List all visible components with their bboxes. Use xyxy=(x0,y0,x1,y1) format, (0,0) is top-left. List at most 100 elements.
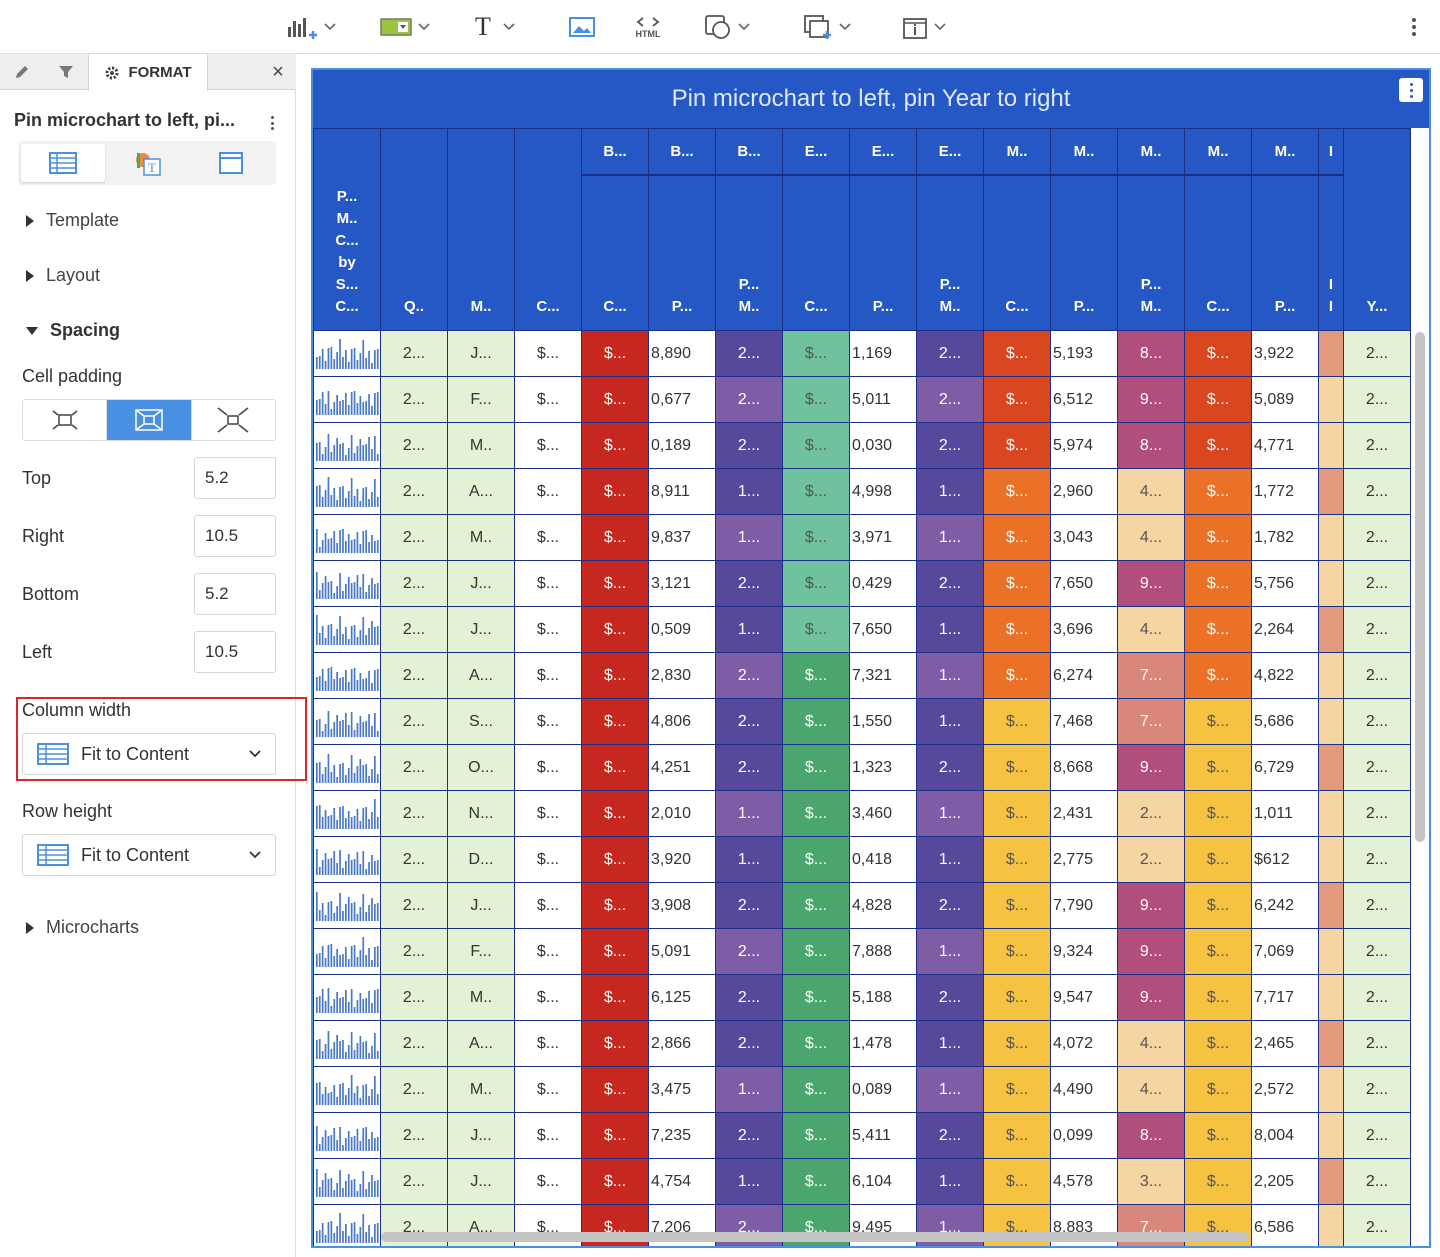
column-header[interactable]: P... xyxy=(1050,174,1118,331)
cell-b1[interactable]: $... xyxy=(581,1112,649,1159)
cell-b2[interactable]: 3,920 xyxy=(648,836,716,883)
cell-e3[interactable]: 1... xyxy=(916,836,984,883)
cell-q[interactable]: 2... xyxy=(380,560,448,607)
cell-m5[interactable]: 2,465 xyxy=(1251,1020,1319,1067)
cell-m2[interactable]: 3,696 xyxy=(1050,606,1118,653)
cell-b3[interactable]: 2... xyxy=(715,1020,783,1067)
horizontal-scrollbar[interactable] xyxy=(381,1232,1249,1242)
cell-m1[interactable]: $... xyxy=(983,1020,1051,1067)
cell-b2[interactable]: 3,475 xyxy=(648,1066,716,1113)
cell-m4[interactable]: $... xyxy=(1184,330,1252,377)
table-row[interactable]: 2... J... $... $... 3,908 2... $... 4,828 2... $.… xyxy=(313,882,1411,929)
cell-c[interactable]: $... xyxy=(514,882,582,929)
microchart-cell[interactable] xyxy=(313,1158,381,1205)
cell-c[interactable]: $... xyxy=(514,974,582,1021)
cell-m5[interactable]: 2,205 xyxy=(1251,1158,1319,1205)
cell-m5[interactable]: 6,242 xyxy=(1251,882,1319,929)
cell-e1[interactable]: $... xyxy=(782,514,850,561)
cell-b3[interactable]: 2... xyxy=(715,376,783,423)
cell-b2[interactable]: 4,251 xyxy=(648,744,716,791)
cell-b1[interactable]: $... xyxy=(581,836,649,883)
cell-m5[interactable]: 8,004 xyxy=(1251,1112,1319,1159)
cell-b3[interactable]: 2... xyxy=(715,882,783,929)
table-row[interactable]: 2... M.. $... $... 9,837 1... $... 3,971 1... $..… xyxy=(313,514,1411,561)
metric-group-header[interactable]: E... xyxy=(916,128,984,176)
metric-group-header[interactable]: B... xyxy=(715,128,783,176)
cell-m4[interactable]: $... xyxy=(1184,1158,1252,1205)
cell-m5[interactable]: 5,089 xyxy=(1251,376,1319,423)
cell-e2[interactable]: 3,971 xyxy=(849,514,917,561)
cell-m4[interactable]: $... xyxy=(1184,468,1252,515)
cell-m5[interactable]: 4,822 xyxy=(1251,652,1319,699)
cell-e2[interactable]: 7,650 xyxy=(849,606,917,653)
cell-b1[interactable]: $... xyxy=(581,560,649,607)
padding-small-button[interactable] xyxy=(23,400,108,440)
cell-b1[interactable]: $... xyxy=(581,422,649,469)
metric-group-header[interactable]: E... xyxy=(849,128,917,176)
cell-m5[interactable]: 1,772 xyxy=(1251,468,1319,515)
cell-b2[interactable]: 7,235 xyxy=(648,1112,716,1159)
cell-b2[interactable]: 0,677 xyxy=(648,376,716,423)
microchart-cell[interactable] xyxy=(313,836,381,883)
cell-b3[interactable]: 2... xyxy=(715,422,783,469)
section-layout[interactable]: Layout xyxy=(26,265,100,286)
cell-e2[interactable]: 6,104 xyxy=(849,1158,917,1205)
cell-m[interactable]: F... xyxy=(447,376,515,423)
cell-m[interactable]: J... xyxy=(447,330,515,377)
table-row[interactable]: 2... M.. $... $... 3,475 1... $... 0,089 1... $..… xyxy=(313,1066,1411,1113)
cell-e3[interactable]: 2... xyxy=(916,882,984,929)
cell-m2[interactable]: 3,043 xyxy=(1050,514,1118,561)
table-row[interactable]: 2... D... $... $... 3,920 1... $... 0,418 1... $.… xyxy=(313,836,1411,883)
format-text-button[interactable]: T xyxy=(105,144,189,182)
cell-m2[interactable]: 9,324 xyxy=(1050,928,1118,975)
cell-year[interactable]: 2... xyxy=(1343,928,1411,975)
column-width-dropdown[interactable]: Fit to Content xyxy=(22,733,276,775)
cell-m1[interactable]: $... xyxy=(983,514,1051,561)
cell-m1[interactable]: $... xyxy=(983,422,1051,469)
cell-b1[interactable]: $... xyxy=(581,652,649,699)
cell-e3[interactable]: 1... xyxy=(916,514,984,561)
microchart-cell[interactable] xyxy=(313,928,381,975)
cell-truncated[interactable] xyxy=(1318,974,1344,1021)
cell-c[interactable]: $... xyxy=(514,698,582,745)
cell-e2[interactable]: 1,550 xyxy=(849,698,917,745)
cell-m5[interactable]: 6,586 xyxy=(1251,1204,1319,1246)
cell-m2[interactable]: 4,490 xyxy=(1050,1066,1118,1113)
metric-group-header[interactable]: B... xyxy=(648,128,716,176)
cell-e2[interactable]: 4,998 xyxy=(849,468,917,515)
cell-e1[interactable]: $... xyxy=(782,422,850,469)
cell-b1[interactable]: $... xyxy=(581,1020,649,1067)
microchart-cell[interactable] xyxy=(313,790,381,837)
cell-m5[interactable]: 7,069 xyxy=(1251,928,1319,975)
cell-e3[interactable]: 2... xyxy=(916,330,984,377)
cell-q[interactable]: 2... xyxy=(380,376,448,423)
metric-group-header[interactable]: M.. xyxy=(1117,128,1185,176)
cell-m2[interactable]: 5,193 xyxy=(1050,330,1118,377)
cell-b3[interactable]: 1... xyxy=(715,468,783,515)
filter-widget-button[interactable] xyxy=(380,10,430,44)
cell-q[interactable]: 2... xyxy=(380,1158,448,1205)
cell-e3[interactable]: 1... xyxy=(916,606,984,653)
cell-c[interactable]: $... xyxy=(514,1112,582,1159)
cell-b3[interactable]: 2... xyxy=(715,698,783,745)
cell-e1[interactable]: $... xyxy=(782,560,850,607)
close-panel-button[interactable]: × xyxy=(264,54,292,90)
cell-b1[interactable]: $... xyxy=(581,468,649,515)
cell-m[interactable]: A... xyxy=(447,468,515,515)
cell-b1[interactable]: $... xyxy=(581,744,649,791)
cell-b2[interactable]: 0,509 xyxy=(648,606,716,653)
image-button[interactable] xyxy=(569,10,595,44)
cell-m1[interactable]: $... xyxy=(983,652,1051,699)
cell-m2[interactable]: 4,072 xyxy=(1050,1020,1118,1067)
column-header[interactable]: P... xyxy=(1251,174,1319,331)
cell-q[interactable]: 2... xyxy=(380,882,448,929)
cell-m3[interactable]: 9... xyxy=(1117,376,1185,423)
table-row[interactable]: 2... O... $... $... 4,251 2... $... 1,323 2... $.… xyxy=(313,744,1411,791)
cell-m3[interactable]: 8... xyxy=(1117,1112,1185,1159)
cell-e3[interactable]: 2... xyxy=(916,744,984,791)
cell-e3[interactable]: 1... xyxy=(916,698,984,745)
metric-group-header[interactable]: M.. xyxy=(1050,128,1118,176)
cell-b1[interactable]: $... xyxy=(581,606,649,653)
table-row[interactable]: 2... J... $... $... 0,509 1... $... 7,650 1... $.… xyxy=(313,606,1411,653)
table-row[interactable]: 2... F... $... $... 0,677 2... $... 5,011 2... $.… xyxy=(313,376,1411,423)
